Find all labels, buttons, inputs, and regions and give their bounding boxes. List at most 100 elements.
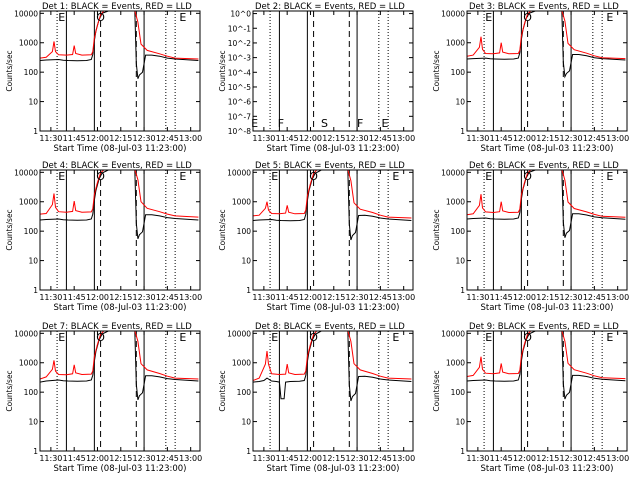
y-tick-label: 100	[24, 227, 39, 236]
y-axis-label: Counts/sec	[5, 209, 14, 250]
y-tick-label: 100	[237, 388, 252, 397]
x-tick-label: 12:30	[560, 454, 583, 463]
x-tick-label: 12:15	[109, 134, 132, 143]
x-tick-label: 11:30	[39, 454, 62, 463]
plot-det-8: Det 8: BLACK = Events, RED = LLD 11:30 11:…	[218, 322, 415, 474]
y-tick-label: 10^0	[230, 10, 251, 19]
y-axis-label: Counts/sec	[218, 370, 227, 411]
y-tick-label: 10000	[14, 9, 38, 18]
y-tick-label: 100	[24, 388, 39, 397]
y-tick-label: 10000	[441, 329, 465, 338]
plot-title: Det 6: BLACK = Events, RED = LLD	[469, 161, 619, 171]
event-symbol: E	[58, 331, 65, 344]
x-tick-label: 11:45	[63, 134, 86, 143]
x-tick-label: 12:15	[536, 134, 559, 143]
x-tick-label: 11:45	[276, 293, 299, 302]
event-symbol: O	[96, 11, 105, 24]
x-axis-label: Start Time (08-Jul-03 11:23:00)	[54, 303, 187, 313]
event-symbol: E	[485, 331, 492, 344]
x-tick-label: 13:00	[606, 134, 629, 143]
event-symbol: E	[251, 117, 258, 130]
y-tick-label: 10^-5	[228, 83, 252, 92]
y-tick-label: 10	[241, 257, 251, 266]
x-tick-label: 11:30	[466, 134, 489, 143]
series-lld	[253, 331, 412, 381]
y-axis-label: Counts/sec	[218, 209, 227, 250]
series-lld	[253, 170, 412, 219]
y-axis-label: Counts/sec	[218, 50, 227, 91]
x-tick-label: 12:30	[346, 293, 369, 302]
x-tick-label: 11:30	[252, 134, 275, 143]
y-tick-label: 10^-8	[228, 127, 252, 136]
x-tick-label: 11:45	[63, 454, 86, 463]
x-tick-label: 12:15	[322, 454, 345, 463]
plot-title: Det 1: BLACK = Events, RED = LLD	[42, 2, 192, 12]
event-symbol: E	[382, 117, 389, 130]
x-tick-label: 12:45	[156, 454, 179, 463]
plot-det-7: Det 7: BLACK = Events, RED = LLD 11:30 11:…	[5, 322, 202, 474]
plot-title: Det 4: BLACK = Events, RED = LLD	[42, 161, 192, 171]
x-axis-label: Start Time (08-Jul-03 11:23:00)	[267, 303, 400, 313]
x-axis-label: Start Time (08-Jul-03 11:23:00)	[267, 144, 400, 154]
y-tick-label: 1	[246, 447, 251, 456]
y-tick-label: 10000	[441, 9, 465, 18]
series-events	[467, 331, 626, 400]
x-tick-label: 11:30	[466, 454, 489, 463]
x-tick-label: 12:15	[322, 134, 345, 143]
y-tick-label: 10^-2	[228, 39, 252, 48]
event-symbol: O	[523, 11, 532, 24]
y-tick-label: 1	[460, 127, 465, 136]
event-symbol: E	[271, 170, 278, 183]
y-tick-label: 1000	[446, 198, 465, 207]
y-tick-label: 100	[24, 68, 39, 77]
x-axis-label: Start Time (08-Jul-03 11:23:00)	[481, 144, 614, 154]
y-tick-label: 10000	[14, 168, 38, 177]
series-lld	[40, 170, 199, 218]
x-tick-label: 12:45	[156, 293, 179, 302]
y-tick-label: 10	[455, 98, 465, 107]
x-axis-label: Start Time (08-Jul-03 11:23:00)	[481, 303, 614, 313]
y-tick-label: 1000	[19, 359, 38, 368]
x-tick-label: 12:00	[513, 293, 536, 302]
y-tick-label: 1000	[232, 198, 251, 207]
y-tick-label: 1	[33, 127, 38, 136]
plot-frame	[252, 10, 414, 132]
x-tick-label: 12:00	[513, 454, 536, 463]
plot-title: Det 5: BLACK = Events, RED = LLD	[255, 161, 405, 171]
x-tick-label: 13:00	[179, 454, 202, 463]
plot-frame	[39, 330, 201, 452]
plot-title: Det 2: BLACK = Events, RED = LLD	[255, 2, 405, 12]
plot-det-9: Det 9: BLACK = Events, RED = LLD 11:30 11:…	[432, 322, 629, 474]
y-tick-label: 10	[455, 418, 465, 427]
x-tick-label: 13:00	[392, 293, 415, 302]
x-tick-label: 12:30	[560, 293, 583, 302]
event-symbol: E	[606, 170, 613, 183]
plot-frame	[466, 169, 628, 291]
series-lld	[467, 170, 626, 218]
series-lld	[40, 11, 199, 60]
y-tick-label: 1	[33, 286, 38, 295]
x-tick-label: 12:30	[133, 134, 156, 143]
x-tick-label: 12:30	[346, 134, 369, 143]
x-tick-label: 12:00	[513, 134, 536, 143]
y-tick-label: 1	[246, 286, 251, 295]
x-tick-label: 12:45	[369, 454, 392, 463]
event-symbol: O	[523, 170, 532, 183]
event-symbol: E	[392, 170, 399, 183]
x-axis-label: Start Time (08-Jul-03 11:23:00)	[54, 464, 187, 474]
series-lld	[467, 11, 626, 60]
plot-title: Det 9: BLACK = Events, RED = LLD	[469, 322, 619, 332]
x-tick-label: 11:30	[39, 293, 62, 302]
x-tick-label: 11:30	[252, 454, 275, 463]
y-tick-label: 1000	[232, 359, 251, 368]
event-symbol: F	[278, 117, 284, 130]
x-tick-label: 11:45	[276, 454, 299, 463]
x-tick-label: 12:45	[369, 134, 392, 143]
y-tick-label: 10000	[227, 168, 251, 177]
x-tick-label: 11:45	[490, 134, 513, 143]
x-tick-label: 12:00	[86, 454, 109, 463]
plot-frame	[252, 330, 414, 452]
series-events	[253, 170, 412, 241]
plot-det-4: Det 4: BLACK = Events, RED = LLD 11:30 11:…	[5, 161, 202, 313]
event-symbol: E	[58, 170, 65, 183]
